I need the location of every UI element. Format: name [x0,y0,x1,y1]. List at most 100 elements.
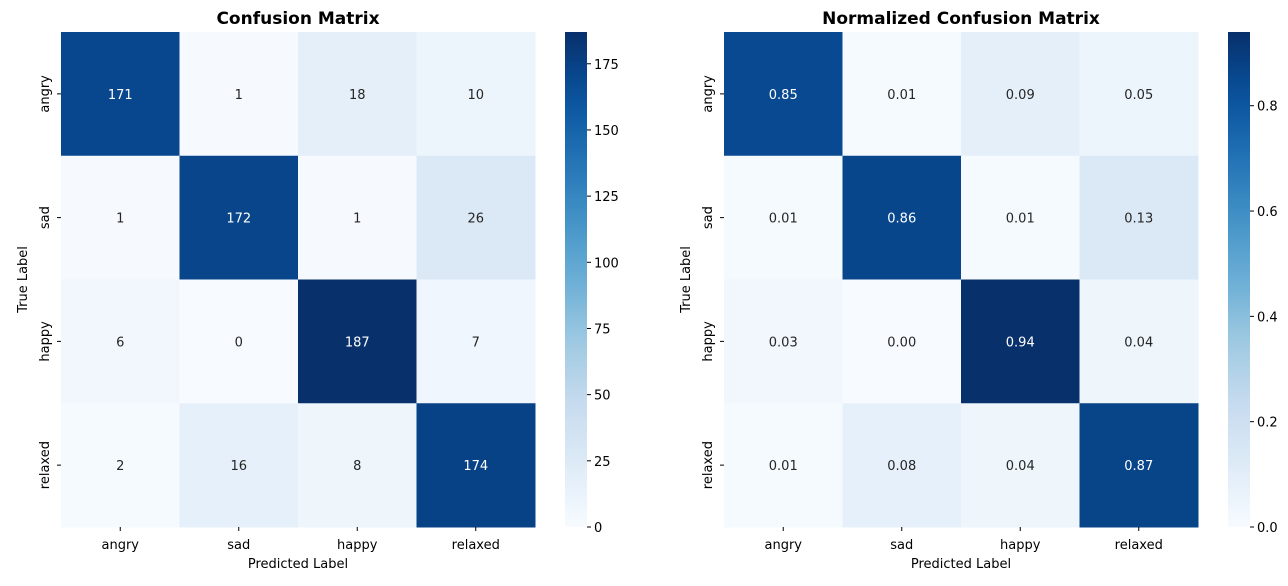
colorbar-tick-label: 100 [594,256,619,271]
cell-value-label: 0.09 [1006,88,1035,103]
y-tick-label: relaxed [38,441,53,489]
x-tick-label: sad [890,538,913,553]
colorbar-tick-label: 125 [594,190,619,205]
heatmap-cell [842,32,962,157]
cell-value-label: 172 [226,212,251,227]
cell-value-label: 0.00 [887,335,916,350]
cell-value-label: 0.04 [1006,459,1035,474]
x-axis-label: Predicted Label [911,557,1011,572]
y-tick-label: relaxed [701,441,716,489]
chart-title: Confusion Matrix [216,9,379,29]
cell-value-label: 1 [235,88,243,103]
heatmap-cell [61,279,180,404]
heatmap-cell [961,32,1080,157]
cell-value-label: 6 [116,335,124,350]
x-tick-label: happy [1000,538,1041,553]
heatmap-cell [842,155,962,280]
heatmap-panel-2: Normalized Confusion Matrix 0.85 0.01 0.09 0… [679,9,1278,572]
cell-value-label: 0.03 [769,335,798,350]
heatmap-cell [842,403,962,528]
heatmap-cell [179,279,299,404]
heatmap-panel-1: Confusion Matrix 171 1 18 10 1 172 1 26 6 0 187 7 2 16… [16,9,619,572]
heatmap-cell [61,32,180,157]
chart-title: Normalized Confusion Matrix [822,9,1100,29]
colorbar-tick-label: 0.2 [1257,416,1278,431]
cell-value-label: 0.01 [1006,212,1035,227]
heatmap-cell [298,32,417,157]
y-axis-label: True Label [679,246,694,314]
heatmap-cell [1079,279,1199,404]
heatmap-cell [416,403,536,528]
colorbar-tick-label: 0.0 [1257,521,1278,536]
cell-value-label: 10 [467,88,484,103]
colorbar-tick-label: 0.8 [1257,100,1278,115]
heatmap-cell [842,279,962,404]
heatmap-cell [179,155,299,280]
cell-value-label: 187 [345,335,370,350]
cell-value-label: 0.85 [769,88,798,103]
heatmap-cell [416,155,536,280]
heatmap-cell [724,403,843,528]
heatmap-cell [961,155,1080,280]
heatmap-cell [298,403,417,528]
colorbar-tick-label: 75 [594,322,611,337]
colorbar [565,32,587,527]
heatmap-cell [61,155,180,280]
cell-value-label: 0.01 [769,212,798,227]
x-tick-label: relaxed [1115,538,1163,553]
heatmap-cell [179,403,299,528]
y-tick-label: angry [701,75,716,113]
cell-value-label: 0.86 [887,212,916,227]
y-tick-label: angry [38,75,53,113]
colorbar-tick-label: 175 [594,58,619,73]
cell-value-label: 7 [472,335,480,350]
y-tick-label: sad [701,206,716,229]
cell-value-label: 0.08 [887,459,916,474]
cell-value-label: 0.94 [1006,335,1035,350]
cell-value-label: 0.87 [1124,459,1153,474]
colorbar-tick-label: 50 [594,389,611,404]
x-axis-label: Predicted Label [248,557,348,572]
y-tick-label: happy [38,321,53,362]
cell-value-label: 0.05 [1124,88,1153,103]
heatmap-cell [61,403,180,528]
colorbar-tick-label: 0 [594,521,602,536]
colorbar-tick-label: 25 [594,455,611,470]
colorbar-tick-label: 0.6 [1257,205,1278,220]
cell-value-label: 0.04 [1124,335,1153,350]
cell-value-label: 0.01 [887,88,916,103]
cell-value-label: 171 [108,88,133,103]
cell-value-label: 174 [463,459,488,474]
colorbar-tick-label: 150 [594,124,619,139]
heatmap-cell [416,279,536,404]
heatmap-cell [1079,403,1199,528]
heatmap-cell [298,279,417,404]
x-tick-label: relaxed [452,538,500,553]
heatmap-cell [1079,32,1199,157]
y-tick-label: happy [701,321,716,362]
cell-value-label: 0.01 [769,459,798,474]
heatmap-cell [416,32,536,157]
cell-value-label: 8 [353,459,361,474]
cell-value-label: 1 [116,212,124,227]
heatmap-cell [179,32,299,157]
heatmap-cell [724,279,843,404]
heatmap-cell [724,155,843,280]
heatmap-cell [961,279,1080,404]
x-tick-label: sad [227,538,250,553]
y-axis-label: True Label [16,246,31,314]
cell-value-label: 26 [467,212,484,227]
colorbar-tick-label: 0.4 [1257,310,1278,325]
x-tick-label: angry [765,538,803,553]
cell-value-label: 1 [353,212,361,227]
heatmap-cell [724,32,843,157]
x-tick-label: happy [337,538,378,553]
colorbar [1228,32,1250,527]
cell-value-label: 18 [349,88,366,103]
x-tick-label: angry [102,538,140,553]
y-tick-label: sad [38,206,53,229]
cell-value-label: 0 [235,335,243,350]
cell-value-label: 2 [116,459,124,474]
cell-value-label: 0.13 [1124,212,1153,227]
